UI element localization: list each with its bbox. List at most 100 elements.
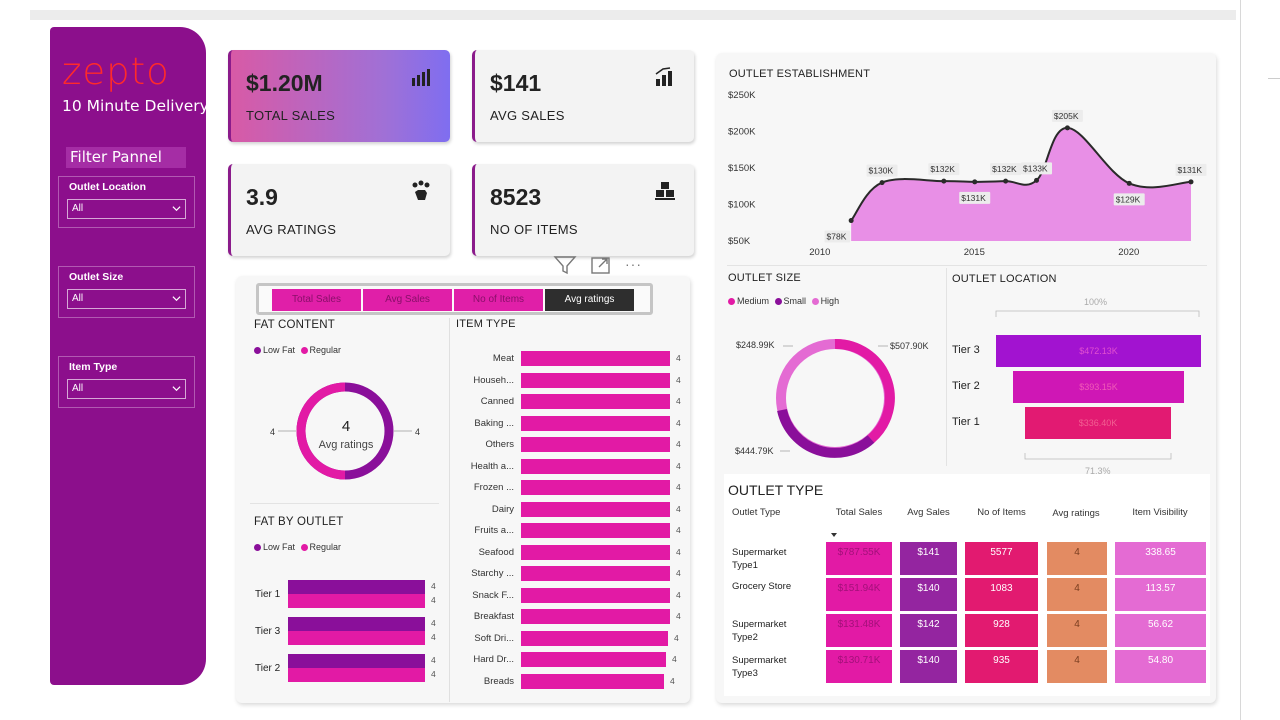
item-type-bar[interactable] [521,609,670,624]
expand-icon[interactable] [590,255,612,275]
item-type-bar[interactable] [521,566,670,581]
col-header-avg-sales[interactable]: Avg Sales [907,507,950,518]
data-point[interactable] [941,178,947,184]
outlet-size-medium-value: $507.90K [890,341,929,351]
kpi-total-sales: $1.20M TOTAL SALES [228,50,450,142]
item-type-bar[interactable] [521,652,666,667]
col-header-avg-ratings[interactable]: Avg ratings [1052,508,1100,519]
kpi-no-of-items: 8523 NO OF ITEMS [472,164,694,256]
data-label-bg [866,164,898,177]
donut-center-label: Avg ratings [318,439,374,451]
tab-no-of-items[interactable]: No of Items [454,289,543,311]
kpi-value: $141 [490,70,542,96]
data-point[interactable] [1034,177,1040,183]
fat-by-outlet-bar-regular[interactable] [288,668,425,682]
outlet-size-dropdown[interactable]: All [67,289,186,309]
item-type-value: 4 [676,503,681,514]
y-tick-label: $250K [728,90,756,101]
item-type-label: Househ... [473,374,514,386]
col-header-outlet-type[interactable]: Outlet Type [732,507,781,518]
tab-total-sales[interactable]: Total Sales [272,289,361,311]
item-type-bar[interactable] [521,394,670,409]
data-point[interactable] [1188,179,1194,185]
tab-avg-sales[interactable]: Avg Sales [363,289,452,311]
fat-by-outlet-bar-regular[interactable] [288,631,425,645]
item-type-bar[interactable] [521,458,670,474]
cell-avg-sales: $141 [900,542,957,575]
window-top-bar [30,10,1236,20]
data-label-bg [990,163,1022,176]
item-type-bar[interactable] [521,480,670,495]
item-type-value: 4 [676,439,681,449]
item-type-label: Snack F... [472,589,514,601]
data-point[interactable] [848,218,854,224]
item-type-bar[interactable] [521,501,670,517]
outlet-type-name: Grocery Store [732,581,792,592]
data-label-bg [928,163,960,176]
data-point[interactable] [1126,180,1132,186]
data-label: $132K [992,164,1017,174]
cell-total-sales: $151.94K [826,578,892,611]
panel-divider [946,268,947,466]
brand-logo: zepto [62,50,170,93]
data-point[interactable] [972,179,978,185]
item-type-label: Health a... [470,460,514,472]
slicer-outlet-location: Outlet Location All [58,176,195,228]
slicer-label: Outlet Size [69,271,124,283]
item-type-label: Hard Dr... [473,654,514,665]
col-header-no-of-items[interactable]: No of Items [977,507,1026,518]
col-header-total-sales[interactable]: Total Sales [835,507,883,518]
item-type-value: 4 [676,417,681,428]
bar-chart-icon [412,69,430,86]
data-point[interactable] [1003,178,1009,184]
more-options-icon[interactable]: ··· [625,256,642,272]
item-type-label: Starchy ... [471,568,514,579]
item-type-label: Breakfast [473,611,514,622]
item-type-label: Seafood [478,546,514,558]
item-type-bar[interactable] [521,587,670,603]
sort-desc-icon[interactable] [830,532,838,538]
cell-item-visibility: 56.62 [1115,614,1206,647]
cell-item-visibility: 54.80 [1115,650,1206,683]
filter-icon[interactable] [553,255,577,275]
item-type-bar[interactable] [521,351,670,366]
data-label-bg [1113,193,1145,206]
item-type-bar[interactable] [521,372,670,388]
fat-by-outlet-bar-regular[interactable] [288,594,425,608]
data-point[interactable] [1064,125,1070,131]
donut-left-label: 4 [270,427,276,437]
outlet-size-title: OUTLET SIZE [728,272,801,284]
outlet-location-dropdown[interactable]: All [67,199,186,219]
item-type-dropdown[interactable]: All [67,379,186,399]
item-type-bar[interactable] [521,630,668,646]
fat-by-outlet-bar-lowfat[interactable] [288,654,425,668]
item-type-bar[interactable] [521,544,670,560]
col-header-item-visibility[interactable]: Item Visibility [1132,507,1188,518]
cell-avg-ratings: 4 [1047,650,1107,683]
fat-by-outlet-value: 4 [431,618,436,628]
data-label: $78K [827,232,847,242]
fat-by-outlet-bar-lowfat[interactable] [288,617,425,631]
growth-chart-icon [655,67,672,86]
item-type-bar[interactable] [521,523,670,538]
data-point[interactable] [879,180,885,186]
data-label: $131K [961,193,986,203]
item-type-bar[interactable] [521,437,670,452]
fat-by-outlet-label: Tier 2 [255,663,281,674]
outlet-size-legend: Medium Small High [728,296,839,306]
outlet-type-name: Supermarket Type2 [732,619,787,643]
legend-medium: Medium [737,296,770,306]
item-type-value: 4 [676,482,681,492]
funnel-label-tier1: Tier 1 [952,416,980,428]
data-label: $131K [1178,165,1203,175]
tab-avg-ratings[interactable]: Avg ratings [545,289,634,311]
item-type-value: 4 [674,632,679,643]
item-type-bar[interactable] [521,673,664,689]
item-type-value: 4 [676,546,681,557]
fat-by-outlet-bar-lowfat[interactable] [288,580,425,594]
brand-tagline: 10 Minute Delivery [62,97,209,115]
kpi-label: AVG RATINGS [246,222,337,237]
item-type-bar[interactable] [521,415,670,431]
fat-by-outlet-label: Tier 3 [255,626,281,637]
outlet-size-high-value: $248.99K [736,340,775,350]
